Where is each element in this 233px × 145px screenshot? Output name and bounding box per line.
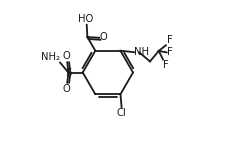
- Text: F: F: [167, 35, 172, 45]
- Text: NH: NH: [134, 47, 149, 57]
- Text: F: F: [164, 60, 169, 70]
- Text: HO: HO: [78, 14, 94, 24]
- Text: F: F: [167, 47, 173, 57]
- Text: Cl: Cl: [117, 108, 127, 118]
- Text: O: O: [100, 32, 108, 42]
- Text: S: S: [65, 68, 72, 77]
- Text: O: O: [63, 51, 70, 61]
- Text: NH₂: NH₂: [41, 52, 59, 62]
- Text: O: O: [63, 84, 70, 94]
